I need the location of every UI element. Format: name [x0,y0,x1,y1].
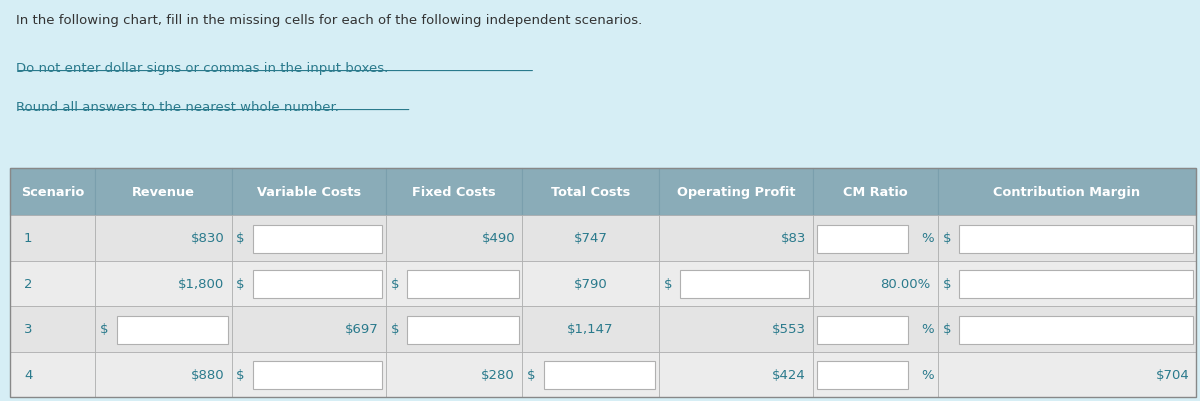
FancyBboxPatch shape [659,216,814,261]
FancyBboxPatch shape [814,168,937,216]
FancyBboxPatch shape [817,361,907,389]
Text: CM Ratio: CM Ratio [844,186,907,198]
Text: In the following chart, fill in the missing cells for each of the following inde: In the following chart, fill in the miss… [16,14,642,26]
FancyBboxPatch shape [232,352,386,397]
Text: $: $ [391,322,400,336]
FancyBboxPatch shape [386,216,522,261]
Text: Fixed Costs: Fixed Costs [413,186,496,198]
FancyBboxPatch shape [116,316,228,344]
FancyBboxPatch shape [386,352,522,397]
FancyBboxPatch shape [95,261,232,306]
FancyBboxPatch shape [10,352,95,397]
Text: $: $ [100,322,108,336]
Text: Scenario: Scenario [20,186,84,198]
Text: $747: $747 [574,232,607,245]
Text: $: $ [391,277,400,290]
FancyBboxPatch shape [253,225,383,253]
FancyBboxPatch shape [522,352,659,397]
Text: $790: $790 [574,277,607,290]
FancyBboxPatch shape [408,316,518,344]
Text: 4: 4 [24,368,32,381]
FancyBboxPatch shape [522,306,659,352]
Text: $: $ [236,277,245,290]
Text: 2: 2 [24,277,32,290]
Text: $1,147: $1,147 [568,322,613,336]
Text: Total Costs: Total Costs [551,186,630,198]
Text: $: $ [942,322,950,336]
FancyBboxPatch shape [10,168,95,216]
FancyBboxPatch shape [814,261,937,306]
FancyBboxPatch shape [817,316,907,344]
Text: %: % [920,368,934,381]
Text: $: $ [527,368,535,381]
Text: $1,800: $1,800 [178,277,224,290]
FancyBboxPatch shape [10,306,95,352]
FancyBboxPatch shape [544,361,655,389]
Text: $490: $490 [481,232,515,245]
FancyBboxPatch shape [232,168,386,216]
FancyBboxPatch shape [232,306,386,352]
FancyBboxPatch shape [232,216,386,261]
Text: Revenue: Revenue [132,186,194,198]
Text: Contribution Margin: Contribution Margin [994,186,1141,198]
Text: Operating Profit: Operating Profit [677,186,796,198]
FancyBboxPatch shape [95,306,232,352]
Text: $424: $424 [772,368,806,381]
FancyBboxPatch shape [232,261,386,306]
FancyBboxPatch shape [659,168,814,216]
FancyBboxPatch shape [386,261,522,306]
Text: %: % [920,232,934,245]
FancyBboxPatch shape [10,261,95,306]
FancyBboxPatch shape [522,168,659,216]
FancyBboxPatch shape [937,168,1196,216]
FancyBboxPatch shape [522,261,659,306]
FancyBboxPatch shape [95,168,232,216]
FancyBboxPatch shape [659,306,814,352]
Text: $697: $697 [344,322,379,336]
FancyBboxPatch shape [659,352,814,397]
FancyBboxPatch shape [253,271,383,299]
FancyBboxPatch shape [959,225,1193,253]
Text: $830: $830 [191,232,224,245]
Text: $553: $553 [772,322,806,336]
FancyBboxPatch shape [814,216,937,261]
Text: $83: $83 [780,232,806,245]
Text: 1: 1 [24,232,32,245]
FancyBboxPatch shape [659,261,814,306]
FancyBboxPatch shape [937,216,1196,261]
Text: $: $ [236,232,245,245]
Text: 80.00%: 80.00% [881,277,930,290]
Text: $: $ [664,277,672,290]
FancyBboxPatch shape [386,168,522,216]
FancyBboxPatch shape [817,225,907,253]
FancyBboxPatch shape [814,352,937,397]
Text: Do not enter dollar signs or commas in the input boxes.: Do not enter dollar signs or commas in t… [16,62,388,75]
Text: Round all answers to the nearest whole number.: Round all answers to the nearest whole n… [16,101,338,114]
FancyBboxPatch shape [522,216,659,261]
Text: %: % [920,322,934,336]
FancyBboxPatch shape [386,306,522,352]
Text: $704: $704 [1156,368,1189,381]
FancyBboxPatch shape [253,361,383,389]
Text: $: $ [942,232,950,245]
FancyBboxPatch shape [814,306,937,352]
Text: $: $ [236,368,245,381]
FancyBboxPatch shape [959,271,1193,299]
Text: $280: $280 [481,368,515,381]
FancyBboxPatch shape [95,216,232,261]
FancyBboxPatch shape [937,352,1196,397]
FancyBboxPatch shape [680,271,810,299]
FancyBboxPatch shape [937,306,1196,352]
FancyBboxPatch shape [937,261,1196,306]
Text: $: $ [942,277,950,290]
FancyBboxPatch shape [408,271,518,299]
Text: 3: 3 [24,322,32,336]
Text: Variable Costs: Variable Costs [257,186,361,198]
FancyBboxPatch shape [10,216,95,261]
Text: $880: $880 [191,368,224,381]
FancyBboxPatch shape [959,316,1193,344]
FancyBboxPatch shape [95,352,232,397]
